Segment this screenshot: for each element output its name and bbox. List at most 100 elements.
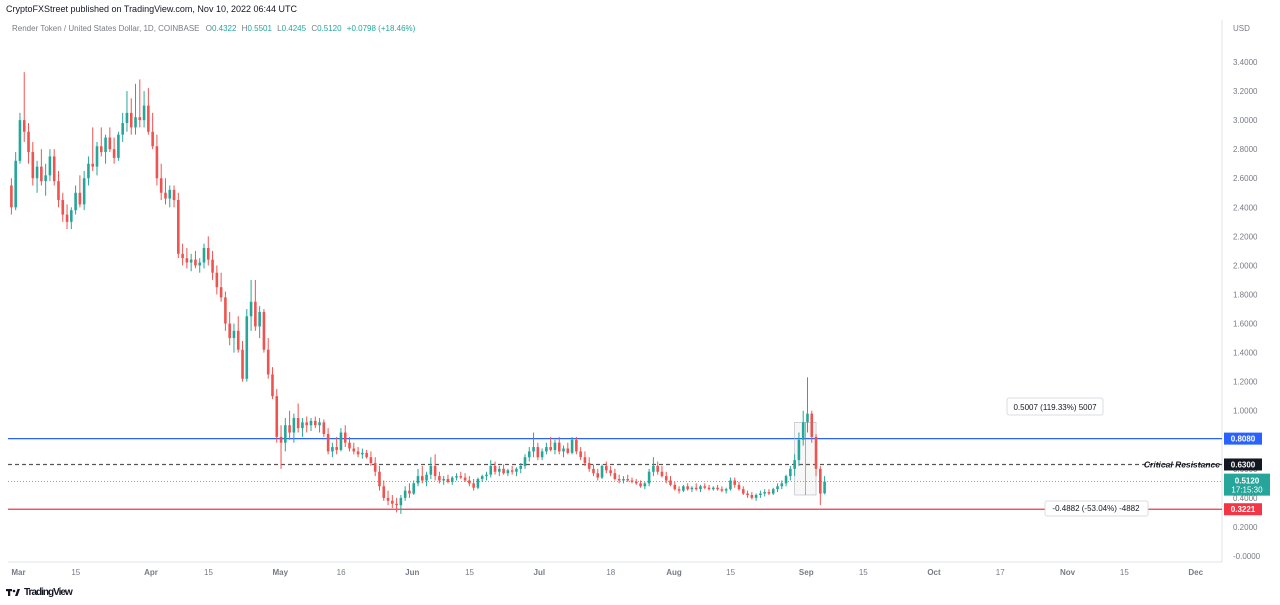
candle-body [236,330,240,350]
open-label: O [205,24,212,33]
candle-body [634,481,638,484]
candle-body [305,422,309,426]
candle-body [416,476,420,484]
ohlc-legend: Render Token / United States Dollar, 1D,… [12,24,415,33]
candle-body [626,479,630,481]
measure-down-label-box [1044,500,1149,517]
candle-body [279,436,283,443]
candle-body [506,470,510,474]
candle-body [733,480,737,485]
current-price-label: 0.5120 [1235,477,1260,486]
candle-body [27,131,30,153]
candle-body [215,272,219,288]
candle-body [459,476,463,478]
candle-body [408,490,411,494]
open-value: 0.4322 [211,24,237,33]
candle-body [527,451,531,458]
x-tick-label: Apr [144,568,158,577]
candle-body [78,192,82,205]
critical-resistance-label: Critical Resistance [1144,459,1220,469]
candle-body [810,413,814,437]
candle-body [575,439,578,452]
x-tick-label: 18 [606,568,615,577]
candle-body [10,185,13,208]
candle-body [249,301,253,317]
candle-body [189,259,193,263]
candle-body [592,468,595,474]
candle-body [463,477,467,481]
candle-body [125,112,129,124]
candle-body [31,152,35,179]
close-label: C [311,24,318,33]
y-tick-label: 0.2000 [1233,523,1258,532]
candle-body [386,497,390,501]
candle-body [254,301,257,327]
x-tick-label: Dec [1188,568,1203,577]
high-label: H [241,24,248,33]
candle-body [754,494,758,498]
candle-body [789,468,792,477]
close-value: 0.5120 [317,24,342,33]
x-tick-label: 15 [71,568,80,577]
candle-body [395,503,398,506]
candle-body [241,349,244,379]
candle-body [801,422,805,440]
candle-body [771,489,775,494]
candle-body [639,483,642,487]
measure-down-label: -0.4882 (-53.04%) -4882 [1052,504,1140,513]
x-tick-label: Oct [927,568,941,577]
candle-body [570,439,574,453]
candle-body [433,465,437,477]
candle-body [455,476,458,478]
candle-body [155,146,159,179]
y-tick-label: 1.0000 [1233,407,1258,416]
candle-body [48,156,52,176]
candle-body [228,323,231,339]
candle-body [780,483,784,487]
candle-body [814,436,818,469]
change-value: +0.0798 (+18.46%) [346,24,416,33]
candle-body [284,425,287,443]
candle-body [142,105,146,121]
candle-body [724,489,728,491]
candle-body [613,473,617,480]
y-tick-label: 1.8000 [1233,290,1258,299]
y-tick-label: 3.2000 [1233,87,1258,96]
candle-body [91,163,95,167]
candle-body [716,487,719,490]
y-tick-label: 2.0000 [1233,261,1258,270]
x-tick-label: 17 [996,568,1005,577]
candle-body [202,247,206,263]
candle-body [373,463,377,472]
x-tick-label: Mar [11,568,25,577]
candle-body [61,200,65,215]
candle-body [489,465,493,475]
candle-body [275,396,279,437]
candle-body [292,417,296,433]
candle-body [656,465,659,472]
level-price-tag [1224,458,1262,471]
candle-body [117,134,120,158]
y-tick-label: 1.2000 [1233,378,1258,387]
level-price-label: 0.3221 [1231,505,1256,514]
candle-body [177,200,180,254]
candle-body [326,433,330,452]
candle-body [172,189,176,201]
candle-body [112,149,116,158]
candle-body [664,476,668,481]
x-tick-label: 15 [465,568,474,577]
candle-body [609,470,612,474]
measure-up-label-box [1006,397,1104,416]
candle-body [797,439,801,461]
tradingview-logo-icon [6,589,20,596]
candle-body [442,479,445,481]
candle-body [211,259,214,273]
candle-body [553,442,557,450]
candle-body [22,120,26,132]
candle-body [40,166,43,182]
x-tick-label: May [272,568,288,577]
candle-body [493,465,497,472]
candle-body [369,457,373,464]
candle-body [823,481,826,494]
